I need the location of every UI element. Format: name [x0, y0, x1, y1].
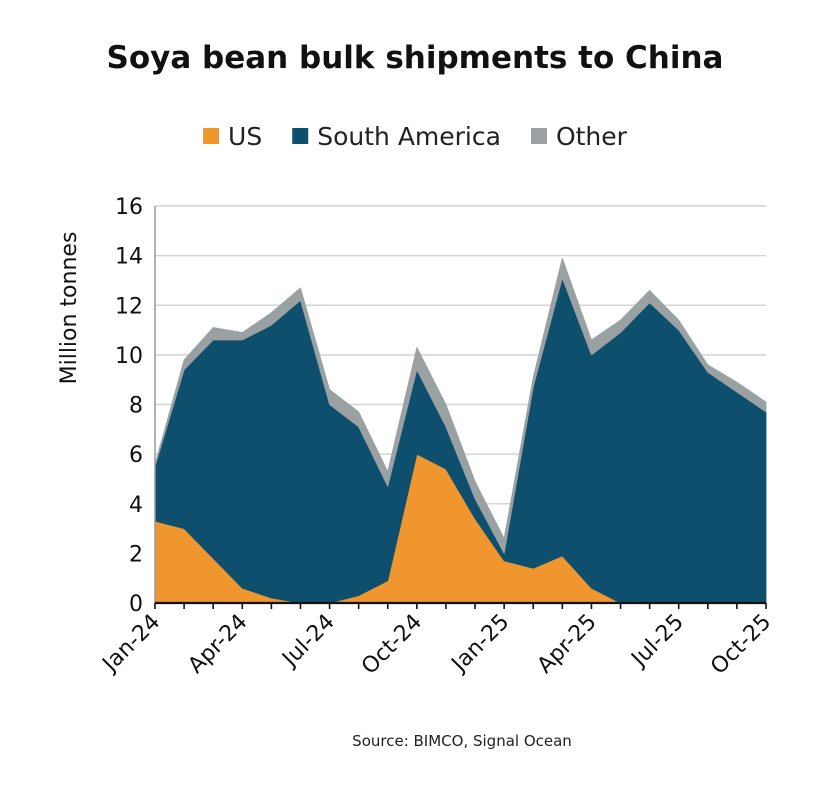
y-tick-label: 6	[129, 443, 143, 468]
y-tick-label: 0	[129, 592, 143, 617]
chart-title: Soya bean bulk shipments to China	[107, 40, 724, 76]
y-axis-label: Million tonnes	[57, 232, 82, 385]
x-tick-label: Jan-25	[446, 610, 514, 678]
x-axis-ticks: Jan-24 Apr-24 Jul-24 Oct-24 Jan-25 Apr-25 Jul-…	[97, 610, 776, 680]
x-tick-label: Oct-24	[357, 610, 427, 680]
legend-label: South America	[317, 122, 501, 151]
series-areas	[154, 257, 767, 604]
legend-label: US	[228, 122, 262, 151]
x-tick-label: Jul-25	[626, 610, 689, 673]
area-other	[154, 257, 767, 554]
y-tick-label: 14	[115, 245, 143, 270]
legend: US South America Other	[203, 122, 628, 151]
x-tick-label: Oct-25	[706, 610, 776, 680]
y-tick-label: 16	[115, 195, 143, 220]
x-tick-label: Apr-24	[184, 610, 253, 679]
y-axis-ticks: 0 2 4 6 8 10 12 14 16	[115, 195, 143, 617]
y-tick-label: 10	[115, 344, 143, 369]
axes	[154, 206, 767, 609]
legend-label: Other	[556, 122, 628, 151]
x-tick-label: Jan-24	[97, 610, 165, 678]
y-tick-label: 12	[115, 294, 143, 319]
legend-swatch-south-america	[292, 128, 309, 144]
x-tick-label: Apr-25	[533, 610, 602, 679]
y-tick-label: 8	[129, 394, 143, 419]
legend-swatch-other	[530, 128, 547, 144]
legend-swatch-us	[203, 128, 220, 144]
y-tick-label: 4	[129, 493, 143, 518]
source-note: Source: BIMCO, Signal Ocean	[352, 732, 572, 750]
y-tick-label: 2	[129, 542, 143, 567]
x-tick-label: Jul-24	[277, 610, 340, 673]
